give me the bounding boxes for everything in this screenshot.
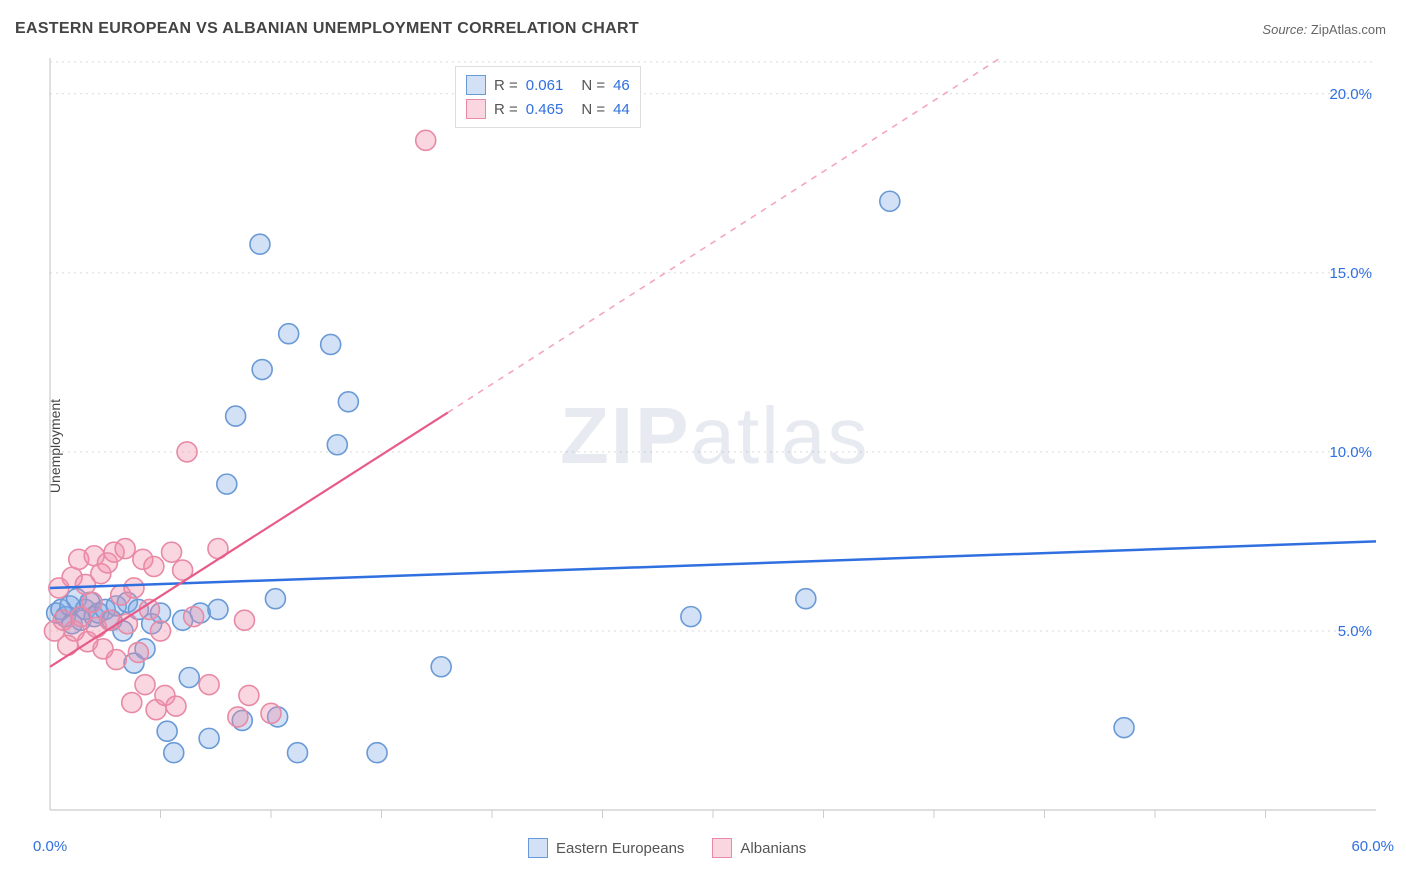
legend-series-label: Eastern Europeans: [556, 840, 684, 857]
scatter-plot: 5.0% 10.0% 15.0% 20.0%: [0, 0, 1406, 892]
legend-r-key: R =: [494, 101, 518, 118]
x-axis-min-label: 0.0%: [33, 838, 67, 855]
legend-n-value: 44: [613, 101, 630, 118]
svg-text:20.0%: 20.0%: [1329, 86, 1372, 103]
legend-swatch: [528, 838, 548, 858]
svg-text:5.0%: 5.0%: [1338, 623, 1372, 640]
legend-swatch: [466, 99, 486, 119]
svg-text:15.0%: 15.0%: [1329, 265, 1372, 282]
legend-series: Eastern Europeans Albanians: [528, 838, 806, 858]
x-axis-max-label: 60.0%: [1351, 838, 1394, 855]
legend-stats: R = 0.061 N = 46 R = 0.465 N = 44: [455, 66, 641, 128]
legend-r-value: 0.061: [526, 77, 564, 94]
legend-stats-row: R = 0.465 N = 44: [466, 97, 630, 121]
legend-n-value: 46: [613, 77, 630, 94]
legend-series-item: Albanians: [712, 838, 806, 858]
legend-r-key: R =: [494, 77, 518, 94]
legend-n-key: N =: [581, 101, 605, 118]
legend-r-value: 0.465: [526, 101, 564, 118]
legend-swatch: [466, 75, 486, 95]
legend-series-label: Albanians: [740, 840, 806, 857]
svg-text:10.0%: 10.0%: [1329, 444, 1372, 461]
legend-series-item: Eastern Europeans: [528, 838, 684, 858]
legend-stats-row: R = 0.061 N = 46: [466, 73, 630, 97]
legend-swatch: [712, 838, 732, 858]
legend-n-key: N =: [581, 77, 605, 94]
